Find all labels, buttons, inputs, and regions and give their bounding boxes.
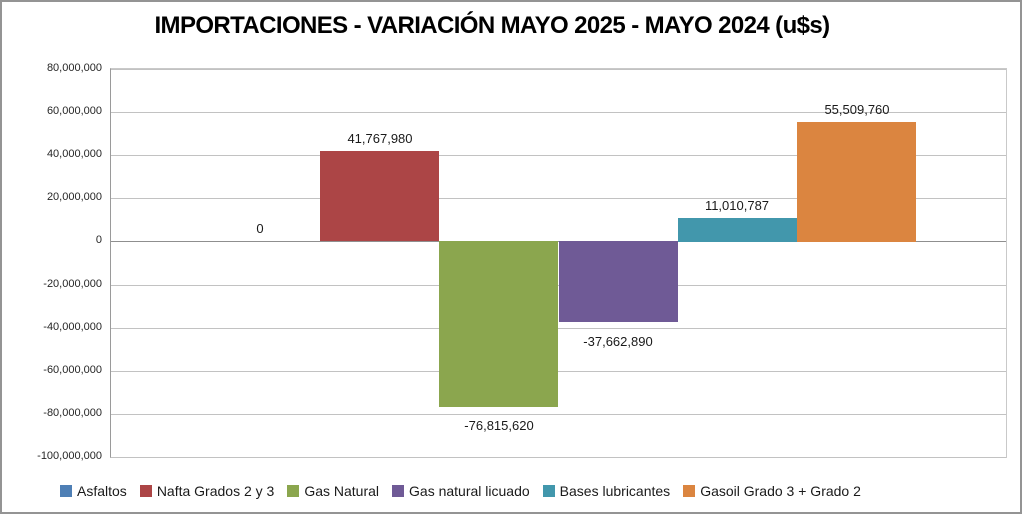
- legend-label: Gasoil Grado 3 + Grado 2: [700, 483, 861, 499]
- plot-area: 0 41,767,980 -76,815,620 -37,662,890 11,010,…: [110, 68, 1007, 458]
- legend-swatch-icon: [60, 485, 72, 497]
- gridline: [111, 112, 1006, 113]
- y-axis-tick-label: 40,000,000: [46, 148, 102, 160]
- y-axis-tick-label: -100,000,000: [37, 450, 102, 462]
- legend-label: Gas Natural: [304, 483, 380, 499]
- bar-gas-natural-licuado: [559, 241, 678, 322]
- bar-value-label-nafta-grados-2-y-3: 41,767,980: [347, 131, 413, 146]
- legend-label: Nafta Grados 2 y 3: [156, 483, 275, 499]
- legend-label: Asfaltos: [77, 483, 127, 499]
- bar-value-label-gas-natural-licuado: -37,662,890: [583, 334, 653, 349]
- legend-item-asfaltos: Asfaltos: [60, 483, 127, 499]
- y-axis-tick-label: -60,000,000: [43, 364, 102, 376]
- gridline: [111, 285, 1006, 286]
- legend-swatch-icon: [287, 485, 300, 497]
- bar-value-label-gas-natural: -76,815,620: [464, 418, 534, 433]
- chart-title: IMPORTACIONES - VARIACIÓN MAYO 2025 - MA…: [154, 12, 830, 39]
- gridline: [111, 69, 1006, 70]
- gridline: [111, 371, 1006, 372]
- gridline: [111, 457, 1006, 458]
- gridline: [111, 198, 1006, 199]
- gridline: [111, 414, 1006, 415]
- gridline: [111, 155, 1006, 156]
- y-axis-tick-label: 20,000,000: [46, 191, 102, 203]
- bar-nafta-grados-2-y-3: [320, 151, 439, 241]
- bar-value-label-asfaltos: 0: [256, 221, 264, 236]
- legend-label: Gas natural licuado: [409, 483, 530, 499]
- legend-label: Bases lubricantes: [559, 483, 671, 499]
- bar-value-label-bases-lubricantes: 11,010,787: [704, 198, 770, 213]
- legend: Asfaltos Nafta Grados 2 y 3 Gas Natural Gas…: [60, 480, 861, 502]
- legend-item-gas-natural: Gas Natural: [287, 483, 379, 499]
- zero-axis-line: [111, 241, 1006, 242]
- legend-item-gas-natural-licuado: Gas natural licuado: [392, 483, 530, 499]
- bar-gas-natural: [439, 241, 558, 407]
- y-axis-tick-label: -20,000,000: [43, 278, 102, 290]
- y-axis-tick-label: 60,000,000: [46, 105, 102, 117]
- y-axis-tick-label: 80,000,000: [46, 62, 102, 74]
- legend-swatch-icon: [392, 485, 405, 497]
- gridline: [111, 328, 1006, 329]
- bar-value-label-gasoil-grado-3-grado-2: 55,509,760: [824, 102, 890, 117]
- y-axis-tick-label: -80,000,000: [43, 407, 102, 419]
- legend-item-nafta-grados-2-y-3: Nafta Grados 2 y 3: [139, 483, 275, 499]
- legend-swatch-icon: [139, 485, 152, 497]
- legend-item-gasoil-grado-3-grado-2: Gasoil Grado 3 + Grado 2: [683, 483, 861, 499]
- legend-item-bases-lubricantes: Bases lubricantes: [542, 483, 671, 499]
- y-axis-tick-label: -40,000,000: [43, 321, 102, 333]
- legend-swatch-icon: [542, 485, 555, 497]
- bar-bases-lubricantes: [678, 218, 797, 242]
- bar-gasoil-grado-3-grado-2: [797, 122, 916, 242]
- y-axis-tick-label: 0: [95, 234, 102, 246]
- legend-swatch-icon: [683, 485, 696, 497]
